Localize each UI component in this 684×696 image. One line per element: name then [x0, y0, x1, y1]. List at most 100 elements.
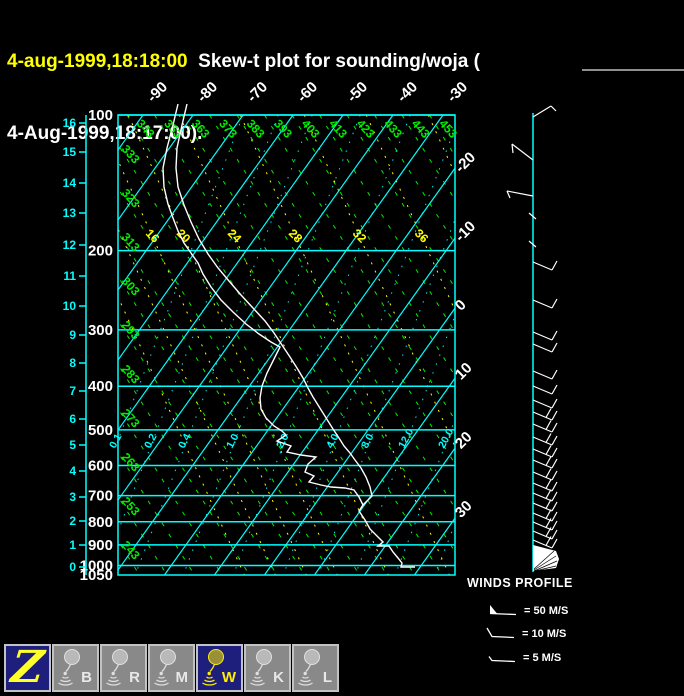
svg-text:28: 28: [286, 226, 306, 246]
svg-text:5: 5: [69, 438, 76, 452]
svg-text:-20: -20: [452, 149, 479, 176]
wind-barbs: [506, 105, 559, 572]
toolbar-button-b[interactable]: B: [52, 644, 99, 692]
toolbar-button-label: K: [273, 669, 284, 686]
temp-labels-top: -90 -80 -70 -60 -50 -40 -30: [144, 78, 471, 105]
radiosonde-icon: [202, 649, 224, 686]
svg-text:4.0: 4.0: [324, 432, 342, 451]
radiosonde-icon: [250, 649, 272, 686]
svg-text:3: 3: [69, 490, 76, 504]
svg-text:-10: -10: [452, 218, 479, 245]
pressure-gridlines: [117, 114, 456, 576]
toolbar-button-k[interactable]: K: [244, 644, 291, 692]
svg-text:373: 373: [216, 117, 240, 141]
svg-text:100: 100: [88, 107, 113, 124]
dry-adiabats: [118, 115, 455, 575]
svg-text:-30: -30: [444, 78, 471, 105]
svg-text:333: 333: [119, 142, 143, 166]
svg-text:293: 293: [119, 318, 143, 342]
svg-text:423: 423: [354, 117, 378, 141]
svg-text:32: 32: [350, 226, 370, 246]
title-line-1: 4-aug-1999,18:18:00 Skew-t plot for soun…: [7, 50, 480, 74]
svg-text:8: 8: [69, 356, 76, 370]
svg-text:273: 273: [119, 406, 143, 430]
svg-text:283: 283: [119, 362, 143, 386]
svg-text:303: 303: [119, 274, 143, 298]
toolbar-button-label: M: [175, 669, 189, 686]
svg-text:12: 12: [63, 238, 77, 252]
svg-text:0.2: 0.2: [142, 432, 160, 451]
svg-text:700: 700: [88, 488, 113, 505]
svg-text:36: 36: [412, 226, 432, 246]
moist-adiabats: [118, 115, 455, 575]
svg-text:383: 383: [244, 117, 268, 141]
svg-text:200: 200: [88, 243, 113, 260]
legend-label-50ms: = 50 M/S: [524, 604, 569, 617]
svg-text:363: 363: [189, 117, 213, 141]
svg-text:500: 500: [88, 422, 113, 439]
toolbar: Z B R M: [4, 642, 339, 693]
isotherms: [118, 115, 455, 575]
toolbar-button-label: L: [322, 669, 332, 686]
svg-text:1: 1: [69, 538, 76, 552]
radiosonde-icon: [298, 649, 320, 686]
radiosonde-icon: [154, 649, 176, 686]
svg-text:800: 800: [88, 514, 113, 531]
svg-text:0.4: 0.4: [176, 432, 194, 451]
toolbar-button-m[interactable]: M: [148, 644, 195, 692]
svg-text:413: 413: [326, 117, 350, 141]
toolbar-button-l[interactable]: L: [292, 644, 339, 692]
svg-text:300: 300: [88, 322, 113, 339]
svg-text:-80: -80: [194, 78, 221, 105]
svg-text:393: 393: [271, 117, 295, 141]
moist-adiabat-labels: 16 20 24 28 32 36: [143, 226, 432, 246]
svg-text:16: 16: [63, 116, 77, 130]
svg-text:11: 11: [63, 269, 76, 283]
svg-text:6: 6: [69, 412, 76, 426]
toolbar-button-r[interactable]: R: [100, 644, 147, 692]
svg-text:7: 7: [69, 384, 76, 398]
svg-text:13: 13: [63, 206, 77, 220]
dewpoint-trace: [162, 103, 364, 506]
z-logo-icon: Z: [8, 642, 47, 693]
toolbar-button-label: W: [221, 669, 236, 686]
toolbar-button-label: R: [129, 669, 140, 686]
radiosonde-icon: [106, 649, 128, 686]
svg-text:-70: -70: [244, 78, 271, 105]
wind-flag-50-icon: [489, 605, 517, 616]
svg-text:343: 343: [134, 117, 158, 141]
svg-text:-60: -60: [294, 78, 321, 105]
svg-text:1000: 1000: [80, 557, 113, 574]
svg-text:443: 443: [409, 117, 433, 141]
svg-text:433: 433: [381, 117, 405, 141]
svg-text:-40: -40: [394, 78, 421, 105]
svg-text:403: 403: [299, 117, 323, 141]
svg-text:-90: -90: [144, 78, 171, 105]
window-title: 4-aug-1999,18:18:00 Skew-t plot for soun…: [7, 2, 480, 170]
temperature-trace: [175, 103, 415, 568]
svg-text:4: 4: [69, 464, 76, 478]
svg-text:400: 400: [88, 378, 113, 395]
svg-text:24: 24: [225, 226, 245, 246]
legend-label-10ms: = 10 M/S: [522, 627, 567, 640]
svg-text:0: 0: [69, 560, 76, 574]
svg-text:10: 10: [63, 299, 77, 313]
toolbar-button-z[interactable]: Z: [4, 642, 51, 693]
svg-text:1.0: 1.0: [224, 432, 242, 451]
svg-text:8.0: 8.0: [359, 432, 377, 451]
svg-text:1050: 1050: [80, 567, 113, 584]
window-frame-line: [582, 69, 684, 71]
svg-text:243: 243: [119, 538, 143, 562]
svg-text:15: 15: [63, 145, 77, 159]
svg-text:-50: -50: [344, 78, 371, 105]
legend-row-5ms: = 5 M/S: [487, 651, 561, 664]
legend-label-5ms: = 5 M/S: [523, 651, 562, 664]
winds-profile-title: WINDS PROFILE: [467, 576, 573, 590]
mixing-ratio-lines: [118, 115, 455, 575]
svg-text:14: 14: [63, 176, 77, 190]
svg-text:16: 16: [143, 226, 163, 246]
toolbar-button-w[interactable]: W: [196, 644, 243, 692]
